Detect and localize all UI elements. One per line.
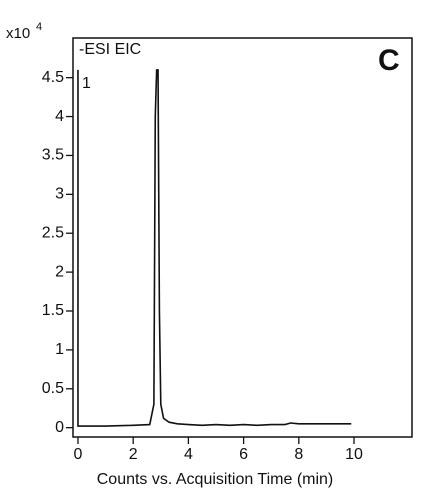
annotation: -ESI EIC [79, 41, 141, 58]
x-tick-label: 0 [74, 446, 83, 463]
trace-label: 1 [82, 75, 91, 92]
panel-label: C [378, 44, 400, 77]
y-tick-label: 3 [55, 186, 64, 203]
x-tick-label: 6 [239, 446, 248, 463]
line-trace [77, 69, 352, 427]
y-tick-label: 1 [55, 341, 64, 358]
y-tick-label: 4 [55, 108, 64, 125]
y-tick-label: 2 [55, 263, 64, 280]
x-axis-label: Counts vs. Acquisition Time (min) [97, 471, 334, 488]
y-multiplier: x10 [6, 25, 30, 42]
x-tick-label: 8 [294, 446, 303, 463]
y-tick-label: 3.5 [42, 147, 64, 164]
x-tick-label: 4 [184, 446, 193, 463]
y-tick-label: 0.5 [42, 380, 64, 397]
y-tick-label: 1.5 [42, 302, 64, 319]
x-tick-label: 2 [129, 446, 138, 463]
y-tick-label: 2.5 [42, 224, 64, 241]
y-tick-label: 4.5 [42, 69, 64, 86]
x-tick-label: 10 [345, 446, 363, 463]
y-multiplier-exponent: 4 [36, 21, 42, 33]
y-tick-label: 0 [55, 419, 64, 436]
plot-frame [72, 37, 413, 438]
